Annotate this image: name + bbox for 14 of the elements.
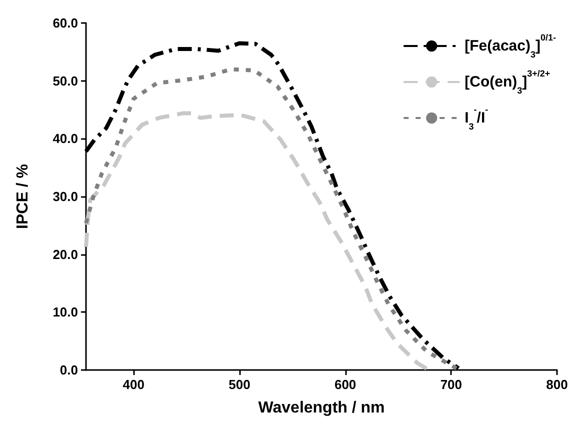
x-tick-label: 800 [546,377,568,392]
y-tick-label: 30.0 [52,189,78,204]
y-tick-label: 20.0 [52,246,78,262]
y-tick-label: 40.0 [52,131,78,146]
x-axis-title: Wavelength / nm [258,400,385,416]
x-tick-label: 700 [440,377,462,392]
x-tick-label: 600 [334,377,356,392]
y-tick-label: 60.0 [52,16,78,30]
y-tick-label: 10.0 [52,304,78,320]
y-axis-title: IPCE / % [14,164,32,229]
x-tick-label: 400 [122,377,144,392]
y-tick-label: 50.0 [52,73,78,88]
x-tick-label: 500 [228,377,250,392]
y-tick-label: 0.0 [60,362,78,378]
